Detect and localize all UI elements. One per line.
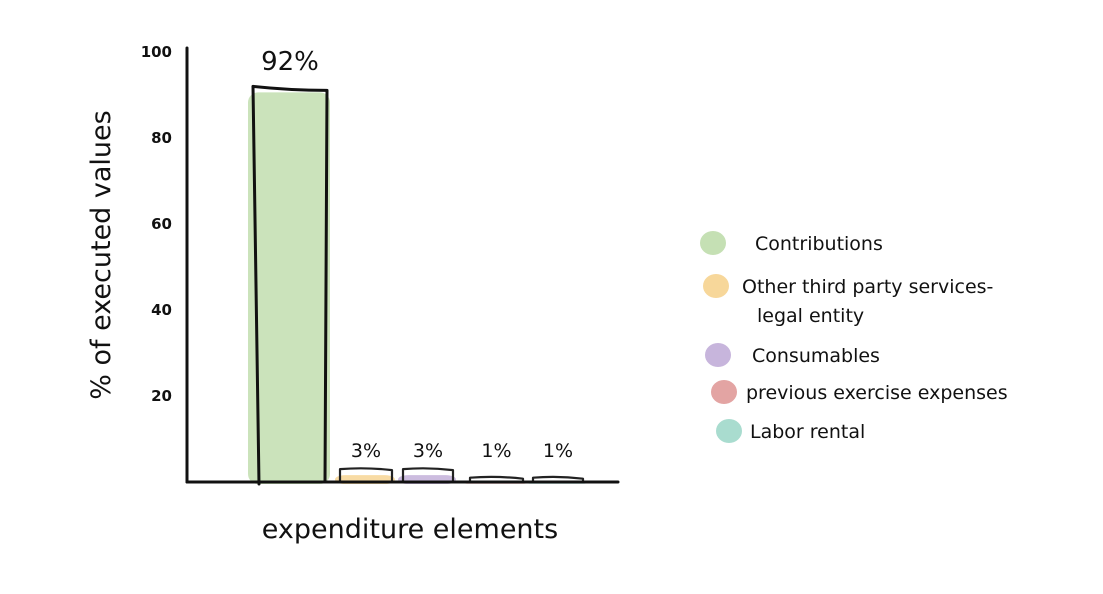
x-axis-label: expenditure elements [262,514,558,545]
y-axis-label: % of executed values [86,110,117,399]
legend-label: Contributions [755,233,883,255]
y-ticks: 20 40 60 80 100 [141,43,172,405]
legend-swatch [700,231,726,255]
data-label: 1% [481,440,511,462]
bar-outline [251,84,329,486]
axes-layer [185,46,620,484]
legend-swatch [711,380,737,404]
y-tick-label: 40 [151,301,172,319]
legend: Contributions Other third party services-… [700,231,1008,443]
legend-swatch [703,274,729,298]
bar-outline [531,475,585,483]
bar-outline [468,475,525,483]
bar-outline [401,467,455,483]
bars-layer [248,84,586,486]
value-labels: 92% 3% 3% 1% 1% [261,47,573,462]
data-label: 3% [351,440,381,462]
legend-label: Other third party services- [742,276,993,298]
bar-outline [338,467,394,483]
bar-fill [248,92,330,485]
legend-label: legal entity [757,305,864,327]
data-label: 92% [261,47,319,77]
legend-swatch [716,419,742,443]
y-tick-label: 80 [151,129,172,147]
y-tick-label: 20 [151,387,172,405]
data-label: 1% [543,440,573,462]
data-label: 3% [413,440,443,462]
legend-label: Labor rental [750,421,865,443]
legend-label: Consumables [752,345,880,367]
y-tick-label: 60 [151,215,172,233]
legend-swatch [705,343,731,367]
y-tick-label: 100 [141,43,172,61]
legend-label: previous exercise expenses [746,382,1008,404]
